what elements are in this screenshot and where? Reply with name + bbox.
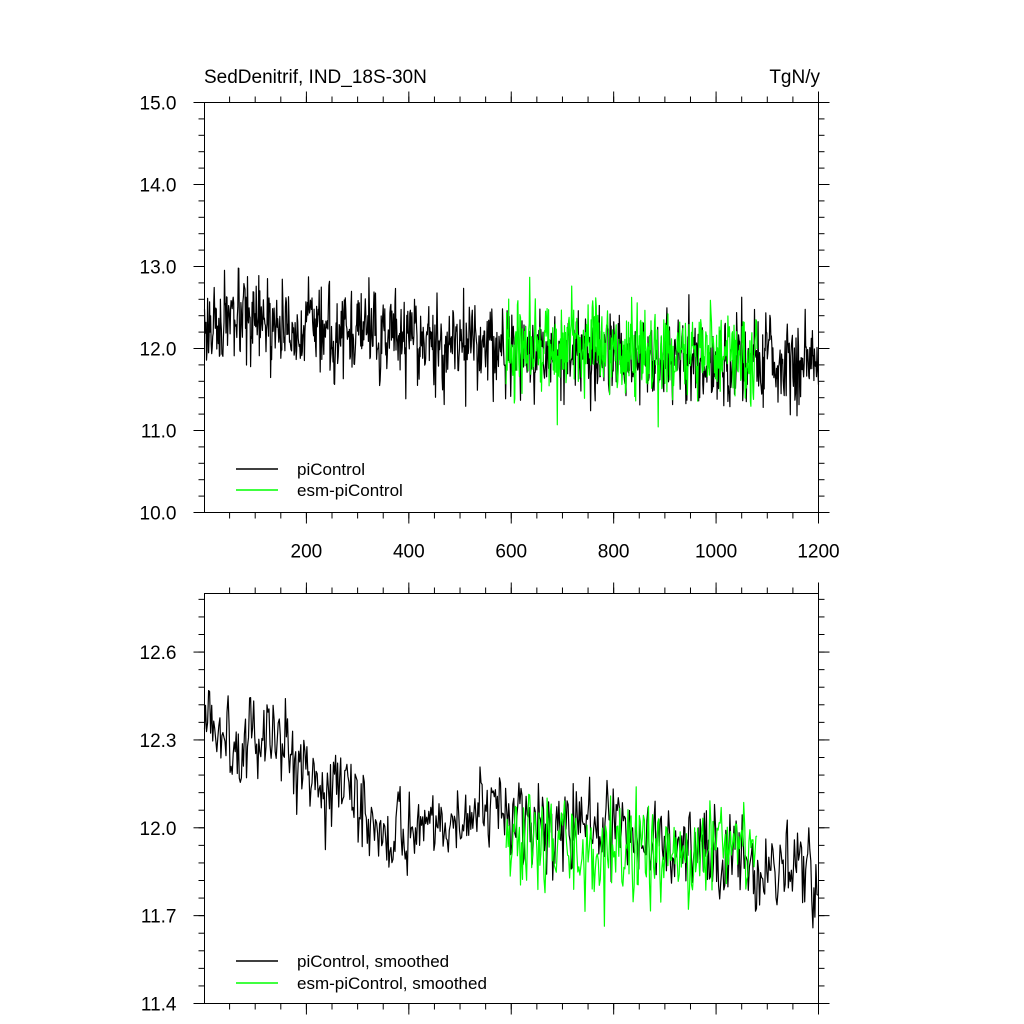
y-tick-label: 11.4 [141,995,177,1016]
y-tick-label: 13.0 [140,258,177,279]
y-tick-label: 12.0 [140,340,177,361]
x-tick-label: 800 [598,542,630,563]
legend-label-esm-picontrol: esm-piControl [297,481,403,500]
x-tick-label: 400 [393,542,425,563]
y-tick-label: 12.3 [140,731,177,752]
series-layer [203,267,820,428]
y-tick-label: 12.6 [140,643,177,664]
legend: piControl esm-piControl [236,460,403,500]
y-tick-label: 12.0 [140,819,177,840]
legend-label-picontrol-smoothed: piControl, smoothed [297,952,449,971]
series-layer [203,689,819,929]
plot-frame [204,593,819,1004]
series-line-esm-picontrol [505,276,758,428]
tick-layer: 10.0 11.0 12.0 13.0 14.0 15.0 200 400 600 800 1000… [140,91,840,563]
bottom-panel: 11.4 11.7 12.0 12.3 12.6 piControl, smoothed… [140,582,830,1016]
units-label: TgN/y [769,67,820,88]
legend-label-picontrol: piControl [297,460,365,479]
series-line-esm-picontrol-smoothed [505,786,758,927]
x-tick-label: 200 [291,542,323,563]
legend-label-esm-picontrol-smoothed: esm-piControl, smoothed [297,974,487,993]
y-tick-label: 11.0 [141,422,177,443]
y-tick-label: 14.0 [140,176,177,197]
x-tick-label: 600 [495,542,527,563]
y-tick-label: 15.0 [140,94,177,115]
legend: piControl, smoothed esm-piControl, smoot… [236,952,487,993]
plot-frame [204,102,819,513]
y-tick-label: 11.7 [141,907,177,928]
x-tick-label: 1000 [695,542,737,563]
y-tick-label: 10.0 [140,504,177,525]
tick-layer: 11.4 11.7 12.0 12.3 12.6 [140,582,830,1016]
top-panel: SedDenitrif, IND_18S-30N TgN/y 10.011.01… [140,67,840,563]
series-line-picontrol-smoothed [203,689,819,929]
panel-title: SedDenitrif, IND_18S-30N [204,67,427,88]
x-tick-label: 1200 [797,542,839,563]
